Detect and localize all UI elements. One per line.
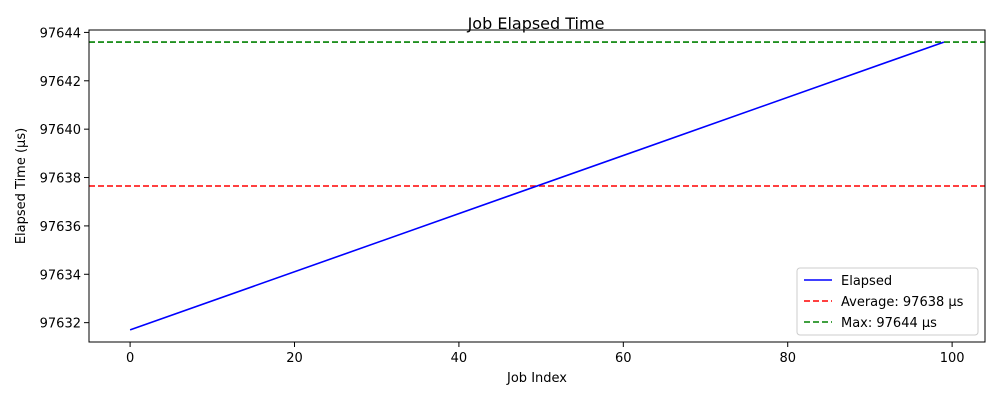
y-tick-label: 97638 — [40, 172, 81, 187]
legend: Elapsed Average: 97638 µs Max: 97644 µs — [796, 267, 979, 336]
y-axis-label: Elapsed Time (µs) — [14, 128, 29, 244]
x-tick-label: 0 — [126, 351, 134, 366]
x-tick-label: 100 — [940, 351, 965, 366]
y-axis: 97632 97634 97636 97638 97640 97642 97644 — [40, 26, 89, 332]
y-tick-label: 97632 — [40, 317, 81, 332]
chart-title: Job Elapsed Time — [467, 14, 605, 33]
x-axis: 0 20 40 60 80 100 — [126, 342, 965, 366]
plot-area — [89, 41, 985, 331]
legend-box — [796, 267, 979, 336]
x-tick-label: 20 — [286, 351, 303, 366]
x-tick-label: 40 — [451, 351, 468, 366]
y-tick-label: 97634 — [40, 268, 81, 283]
axes-frame — [88, 29, 986, 343]
legend-label: Average: 97638 µs — [841, 295, 964, 310]
series-line — [129, 41, 945, 331]
legend-label: Elapsed — [841, 274, 892, 289]
legend-label: Max: 97644 µs — [841, 316, 937, 331]
x-axis-label: Job Index — [506, 371, 567, 386]
x-tick-label: 60 — [615, 351, 632, 366]
y-tick-label: 97642 — [40, 75, 81, 90]
y-tick-label: 97640 — [40, 123, 81, 138]
x-tick-label: 80 — [779, 351, 796, 366]
y-tick-label: 97636 — [40, 220, 81, 235]
y-tick-label: 97644 — [40, 26, 81, 41]
